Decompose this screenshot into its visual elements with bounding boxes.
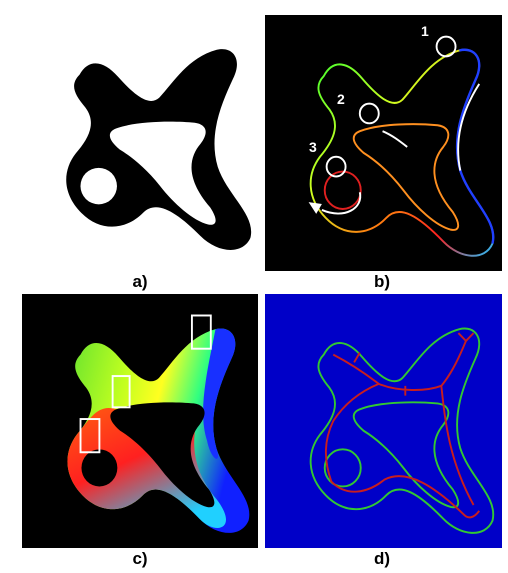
- marker-circle-3: [325, 155, 347, 178]
- color-map-image: [22, 294, 258, 548]
- marker-label-1: 1: [421, 23, 429, 39]
- marker-label-3: 3: [309, 139, 317, 155]
- marker-circle-2: [358, 102, 380, 125]
- binary-shape-image: [20, 15, 260, 265]
- caption-b: b): [373, 272, 391, 291]
- panel-c: [22, 294, 258, 548]
- panel-b: 1 2 3: [265, 15, 502, 271]
- marker-label-2: 2: [337, 91, 345, 107]
- highlight-box-1: [190, 314, 212, 350]
- caption-c: c): [132, 549, 148, 568]
- skeleton-image: [265, 294, 502, 548]
- panel-d: [265, 294, 502, 548]
- marker-circle-1: [435, 35, 457, 58]
- panel-a: [20, 15, 260, 265]
- caption-a: a): [132, 272, 148, 291]
- contour-image: [265, 15, 502, 271]
- highlight-box-2: [111, 375, 131, 409]
- caption-d: d): [373, 549, 391, 568]
- highlight-box-3: [79, 418, 101, 454]
